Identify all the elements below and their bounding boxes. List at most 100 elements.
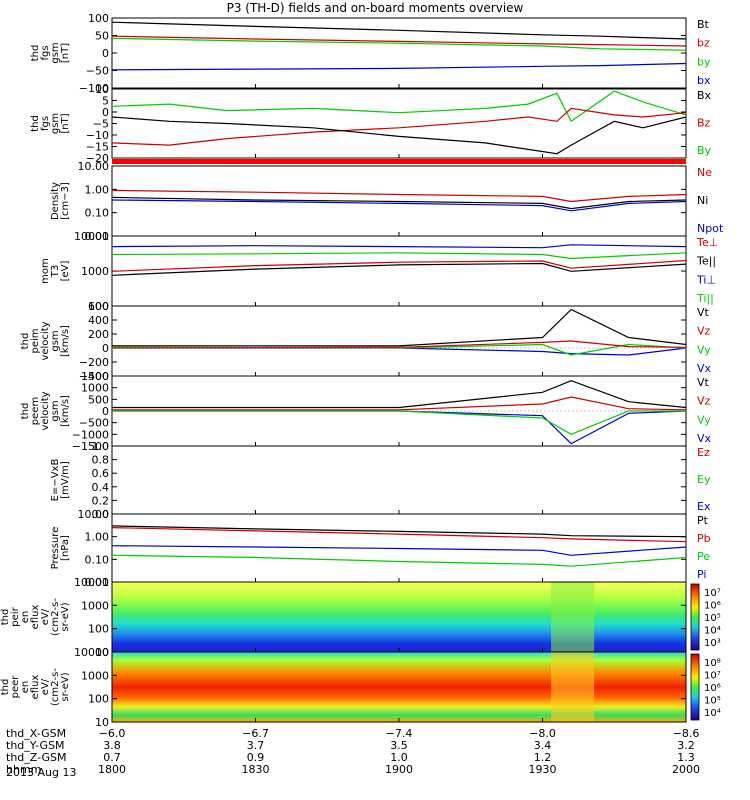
panel-fgs-btot: 100 50 0 −50 −100 thd fgs gsm [nT] Bt bz by bx <box>30 12 711 95</box>
ephemeris-value: 3.8 <box>103 739 121 752</box>
legend-label: Pb <box>697 532 711 545</box>
mode-bar <box>112 159 686 164</box>
y-axis-label: velocity <box>40 321 51 360</box>
y-tick-label: 400 <box>88 314 109 327</box>
y-axis-label: Pressure <box>50 527 61 570</box>
series-line-Bt <box>111 21 687 40</box>
y-axis-label: thd <box>20 403 31 420</box>
y-axis-label: thd <box>20 333 31 350</box>
legend-label: Pe <box>697 550 710 563</box>
series-line-Vy <box>112 410 686 435</box>
series-line-Ne <box>111 189 687 203</box>
y-tick-label: −20 <box>86 152 109 165</box>
y-axis-label: (cm2-s- <box>50 598 61 636</box>
legend-label: By <box>697 144 712 157</box>
legend-label: Ey <box>697 473 711 486</box>
y-axis-label: thd <box>0 609 11 626</box>
y-tick-label: 10 <box>95 716 109 729</box>
ephemeris-label: thd_Z-GSM <box>6 751 67 764</box>
series-line-Bx <box>111 116 687 155</box>
y-tick-label: 500 <box>88 393 109 406</box>
series-line-By <box>111 90 687 123</box>
y-tick-label: 600 <box>88 300 109 313</box>
y-tick-label: −50 <box>86 65 109 78</box>
series-line-Ti <box>111 244 687 249</box>
colorbar-tick-label: 10⁴ <box>704 626 721 637</box>
y-axis-label: gsm <box>50 42 61 63</box>
legend-label: Vy <box>697 413 711 426</box>
legend-label: Ex <box>697 500 711 513</box>
ephemeris-value: 1930 <box>528 763 557 776</box>
y-axis-label: (cm2-s- <box>50 668 61 706</box>
legend-label: Vx <box>697 432 712 445</box>
y-tick-label: −500 <box>79 417 109 430</box>
y-axis-label: eV/ <box>40 678 51 695</box>
y-axis-label: thd <box>30 45 41 62</box>
legend-label: Vz <box>697 325 711 338</box>
y-axis-label: eflux <box>30 675 41 700</box>
colorbar-tick-label: 10⁸ <box>704 658 721 669</box>
y-tick-label: 50 <box>95 30 109 43</box>
colorbar <box>690 583 700 651</box>
ephemeris-value: 0.7 <box>103 751 121 764</box>
y-axis-label: fgs <box>40 116 51 131</box>
y-tick-label: −100 <box>79 82 109 95</box>
y-axis-label: gsm <box>50 400 61 421</box>
y-axis-label: thd <box>0 679 11 696</box>
y-axis-label: mom <box>40 258 51 284</box>
y-axis-label: [nPa] <box>60 535 71 561</box>
y-tick-label: 5 <box>102 95 109 108</box>
legend-label: Bt <box>697 18 710 31</box>
series-line-Vz <box>112 396 687 411</box>
ephemeris-value: 1800 <box>98 763 126 776</box>
y-axis-label: sr-eV) <box>60 602 71 631</box>
ephemeris-label: thd_Y-GSM <box>6 739 65 752</box>
y-tick-label: 0.2 <box>92 494 110 507</box>
panel-frame <box>111 305 687 377</box>
series-line-Pt <box>111 525 687 538</box>
y-axis-label: gsm <box>50 113 61 134</box>
series-line-Npot <box>111 199 687 212</box>
y-tick-label: −10 <box>86 129 109 142</box>
series-line-Ni <box>111 196 687 210</box>
ephemeris-value: 1.3 <box>677 751 695 764</box>
y-tick-label: 100 <box>88 693 109 706</box>
y-tick-label: −1500 <box>72 440 109 453</box>
series-line-Vt <box>112 308 687 347</box>
y-tick-label: 1.00 <box>85 531 110 544</box>
legend-label: Npot <box>697 222 724 235</box>
y-tick-label: −5 <box>93 118 109 131</box>
y-axis-label: Density <box>50 182 61 220</box>
ephemeris-value: 1830 <box>241 763 270 776</box>
y-tick-label: 10.00 <box>78 160 110 173</box>
ephemeris-value: −8.6 <box>672 727 700 740</box>
y-tick-label: 0.01 <box>85 230 110 243</box>
y-axis-label: peem <box>30 397 41 425</box>
series-line-Te <box>111 262 687 276</box>
legend-label: bx <box>697 74 711 87</box>
y-tick-label: 10000 <box>74 646 109 659</box>
ephemeris-value: −6.7 <box>242 727 269 740</box>
y-axis-label: [cm−3] <box>60 182 71 220</box>
y-axis-label: peer <box>10 675 21 699</box>
legend-label: Te⊥ <box>696 236 718 249</box>
series-line-Vx <box>112 347 687 356</box>
series-line-Vx <box>112 410 687 445</box>
y-tick-label: 1000 <box>81 382 109 395</box>
series-line-bx <box>111 62 687 71</box>
panel-temperature: 10000 1000 100 mom T3 [eV] Te⊥ Te|| Ti⊥ Ti|| <box>40 230 718 313</box>
panel-pressure: 10.00 1.00 0.10 0.01 Pressure [nPa] Pt Pb Pe Pi <box>50 508 711 589</box>
colorbar-tick-label: 10⁵ <box>704 613 721 624</box>
y-axis-label: peir <box>10 606 21 626</box>
y-axis-label: [km/s] <box>60 325 71 357</box>
y-tick-label: 10000 <box>74 576 109 589</box>
y-tick-label: 1000 <box>81 599 109 612</box>
y-tick-label: −15 <box>86 141 109 154</box>
panel-efield: 1.00.80.60.40.20.0 E=−VxB [mV/m] Ez Ey Ex <box>50 440 711 521</box>
panel-frame <box>111 17 687 89</box>
colorbar-tick-label: 10⁶ <box>704 601 721 612</box>
y-axis-label: [eV] <box>60 261 71 282</box>
